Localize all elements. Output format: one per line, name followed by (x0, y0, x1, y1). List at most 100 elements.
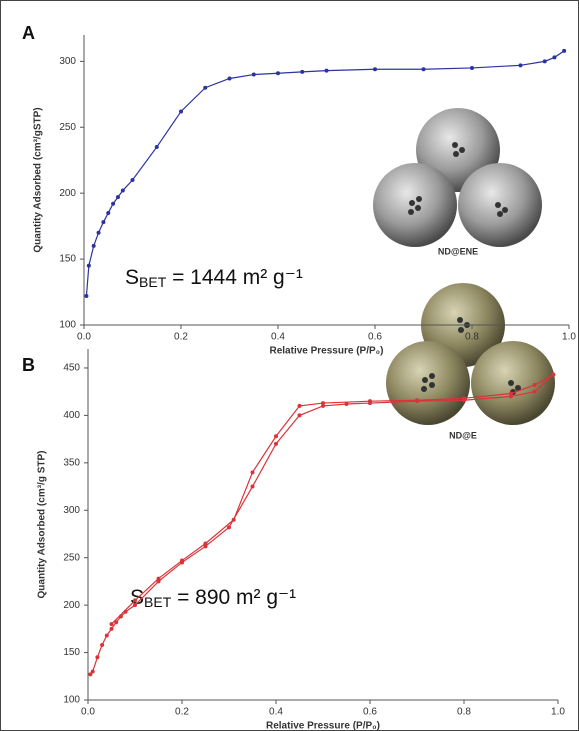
x-axis-label: Relative Pressure (P/P₀) (266, 721, 380, 731)
annotation-subscript: BET (144, 594, 172, 610)
data-point (156, 579, 161, 584)
data-point (373, 67, 377, 72)
data-point (154, 145, 159, 150)
data-point (106, 210, 111, 215)
x-axis-label: Relative Pressure (P/P₀) (269, 346, 383, 357)
data-point (203, 541, 208, 546)
data-point (227, 76, 232, 81)
y-tick-label: 200 (59, 188, 76, 199)
x-tick-label: 1.0 (562, 332, 576, 343)
data-point (297, 413, 302, 418)
data-point (552, 55, 557, 60)
data-point (250, 484, 255, 489)
data-point (100, 642, 105, 647)
data-point (324, 68, 329, 73)
data-point (300, 69, 305, 74)
data-point (91, 243, 96, 248)
surface-area-annotation: SBET = 890 m² g⁻¹ (130, 586, 296, 610)
y-tick-label: 100 (59, 320, 76, 331)
x-tick-label: 0.2 (174, 332, 188, 343)
data-point (518, 63, 523, 68)
data-point (111, 201, 116, 206)
data-point (509, 394, 513, 399)
y-axis-label: Quantity Adsorbed (cm³/gSTP) (33, 107, 44, 252)
data-point (101, 220, 106, 225)
data-point (90, 669, 95, 674)
y-tick-label: 250 (59, 122, 76, 133)
data-point (562, 48, 567, 53)
y-tick-label: 400 (63, 410, 80, 421)
data-point (86, 263, 91, 268)
surface-area-annotation: SBET = 1444 m² g⁻¹ (125, 266, 303, 290)
annotation-text: = 1444 m² g⁻¹ (166, 266, 303, 289)
data-point (344, 402, 349, 407)
data-point (115, 195, 120, 200)
annotation-subscript: BET (139, 274, 167, 290)
data-point (109, 626, 114, 631)
data-point (415, 398, 419, 403)
y-tick-label: 150 (63, 647, 80, 658)
data-point (180, 558, 184, 563)
data-point (509, 391, 513, 396)
x-tick-label: 0.6 (363, 707, 377, 718)
data-point (321, 403, 325, 408)
data-point (227, 525, 231, 530)
data-point (297, 403, 302, 408)
data-point (96, 230, 101, 235)
panel-label: A (22, 23, 35, 43)
data-point (551, 372, 556, 377)
data-point (542, 59, 547, 64)
data-point (250, 470, 255, 475)
x-tick-label: 0.0 (81, 707, 95, 718)
y-tick-label: 200 (63, 600, 80, 611)
data-point (274, 441, 278, 446)
annotation-symbol: S (125, 266, 139, 289)
data-point (321, 401, 325, 406)
data-point (104, 633, 109, 638)
data-point (88, 672, 93, 677)
data-point (251, 72, 256, 77)
y-tick-label: 150 (59, 254, 76, 265)
panel-label: B (22, 355, 35, 375)
y-tick-label: 350 (63, 457, 80, 468)
y-tick-label: 450 (63, 363, 80, 374)
data-point (368, 399, 372, 404)
x-tick-label: 0.4 (271, 332, 285, 343)
inset-label: ND@ENE (438, 246, 478, 256)
y-axis-label: Quantity Adsorbed (cm³/g STP) (37, 451, 48, 599)
data-point (120, 188, 125, 193)
x-tick-label: 0.8 (457, 707, 471, 718)
data-point (133, 598, 137, 603)
y-tick-label: 100 (63, 695, 80, 706)
isotherm-line (89, 374, 554, 675)
annotation-text: = 890 m² g⁻¹ (171, 586, 296, 609)
data-point (95, 655, 100, 660)
data-point (231, 517, 236, 522)
data-point (421, 67, 426, 72)
data-point (179, 109, 183, 114)
data-point (133, 603, 137, 608)
x-tick-label: 0.6 (368, 332, 382, 343)
inset-label: ND@E (449, 430, 477, 440)
y-tick-label: 300 (63, 505, 80, 516)
data-point (84, 294, 89, 298)
x-tick-label: 0.8 (465, 332, 479, 343)
spheres-b (386, 283, 555, 425)
data-point (109, 622, 114, 627)
isotherm-line (111, 374, 554, 625)
x-tick-label: 0.2 (175, 707, 189, 718)
x-tick-label: 1.0 (551, 707, 565, 718)
data-point (203, 85, 208, 90)
y-tick-label: 250 (63, 552, 80, 563)
spheres-a (373, 108, 542, 247)
data-point (130, 178, 135, 182)
annotation-symbol: S (130, 586, 144, 609)
data-point (470, 65, 474, 70)
data-point (462, 396, 466, 401)
data-point (274, 434, 278, 439)
data-point (532, 389, 537, 394)
data-point (276, 71, 280, 76)
x-tick-label: 0.0 (77, 332, 91, 343)
y-tick-label: 300 (59, 56, 76, 67)
